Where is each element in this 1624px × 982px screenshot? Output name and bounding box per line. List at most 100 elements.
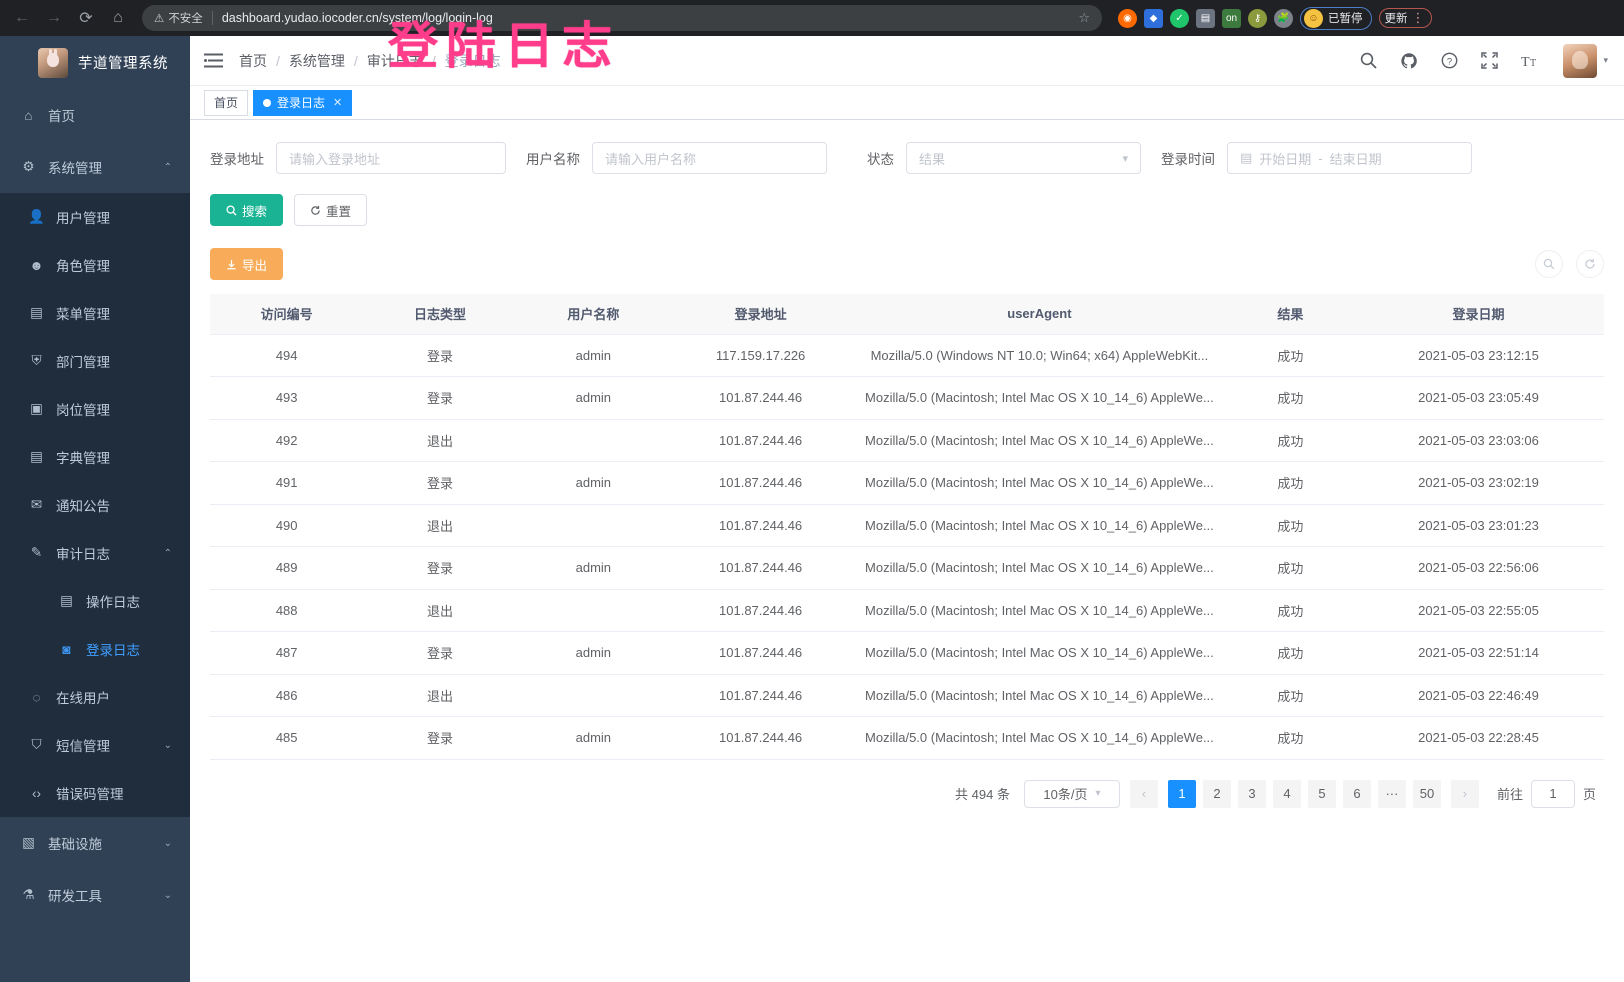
table-row[interactable]: 488 退出 101.87.244.46 Mozilla/5.0 (Macintosh… — [210, 589, 1604, 632]
search-button[interactable]: 搜索 — [210, 194, 284, 226]
paused-status-pill[interactable]: ☺ 已暂停 — [1300, 6, 1372, 30]
github-icon[interactable] — [1400, 52, 1418, 70]
extension-diamond-icon[interactable]: ◆ — [1144, 8, 1163, 28]
kebab-menu-icon[interactable]: ⋮ — [1411, 10, 1426, 25]
breadcrumb-separator: / — [353, 52, 358, 69]
extension-onetab-icon[interactable]: on — [1222, 8, 1241, 28]
row-type: 退出 — [363, 504, 517, 547]
row-date: 2021-05-03 23:02:19 — [1353, 461, 1604, 505]
fullscreen-icon[interactable] — [1481, 52, 1499, 69]
next-page-button[interactable]: › — [1450, 779, 1479, 808]
table-row[interactable]: 492 退出 101.87.244.46 Mozilla/5.0 (Macintosh… — [210, 419, 1604, 462]
sidebar-item-3[interactable]: ☻ 角色管理 — [0, 241, 190, 289]
table-row[interactable]: 485 登录 admin 101.87.244.46 Mozilla/5.0 (Maci… — [210, 716, 1604, 760]
sidebar-item-9[interactable]: ✎ 审计日志 ⌃ — [0, 529, 190, 577]
extensions-puzzle-icon[interactable]: 🧩 — [1274, 8, 1293, 28]
address-bar[interactable]: ⚠ 不安全 dashboard.yudao.iocoder.cn/system/… — [142, 5, 1102, 31]
update-button[interactable]: 更新 ⋮ — [1378, 8, 1432, 28]
sidebar-item-14[interactable]: ‹› 错误码管理 — [0, 769, 190, 817]
forward-arrow-icon[interactable]: → — [46, 9, 62, 26]
home-icon[interactable]: ⌂ — [113, 9, 123, 26]
extension-green-check-icon[interactable]: ✓ — [1170, 8, 1189, 28]
table-row[interactable]: 491 登录 admin 101.87.244.46 Mozilla/5.0 (Maci… — [210, 461, 1604, 505]
reload-icon[interactable]: ⟳ — [79, 10, 93, 27]
breadcrumb-item-1[interactable]: 系统管理 — [288, 52, 345, 69]
prev-page-button[interactable]: ‹ — [1129, 779, 1158, 808]
row-ip: 101.87.244.46 — [669, 376, 852, 420]
sidebar-item-label: 研发工具 — [48, 889, 102, 904]
field-label: 用户名称 — [526, 152, 580, 167]
breadcrumb-item-0[interactable]: 首页 — [239, 52, 267, 69]
row-result: 成功 — [1227, 376, 1354, 420]
close-icon[interactable]: ✕ — [333, 97, 343, 109]
row-date: 2021-05-03 23:01:23 — [1353, 504, 1604, 547]
table-row[interactable]: 494 登录 admin 117.159.17.226 Mozilla/5.0 (Win… — [210, 334, 1604, 377]
avatar — [1563, 43, 1598, 78]
sidebar-item-label: 审计日志 — [56, 547, 110, 562]
sidebar-item-6[interactable]: ▣ 岗位管理 — [0, 385, 190, 433]
table-toolbar: 导出 — [190, 226, 1624, 280]
sidebar-item-12[interactable]: ◌ 在线用户 — [0, 673, 190, 721]
tag-item-0[interactable]: 首页 — [204, 89, 249, 116]
jump-suffix: 页 — [1582, 787, 1596, 802]
extension-key-icon[interactable]: ⚷ — [1248, 8, 1267, 28]
sidebar-item-5[interactable]: ⛨ 部门管理 — [0, 337, 190, 385]
page-button-5[interactable]: 5 — [1307, 779, 1336, 808]
refresh-table-icon[interactable] — [1576, 250, 1604, 278]
sidebar-item-8[interactable]: ✉ 通知公告 — [0, 481, 190, 529]
page-button-1[interactable]: 1 — [1167, 779, 1196, 808]
status-select[interactable]: 结果 ▾ — [906, 142, 1141, 174]
reset-button[interactable]: 重置 — [294, 194, 368, 226]
search-input[interactable]: 请输入登录地址 — [276, 142, 506, 174]
page-ellipsis[interactable]: ··· — [1377, 779, 1406, 808]
bookmark-star-icon[interactable]: ☆ — [1078, 10, 1090, 25]
page-button-2[interactable]: 2 — [1202, 779, 1231, 808]
sidebar-item-10[interactable]: ▤ 操作日志 — [0, 577, 190, 625]
sidebar: 芋道管理系统 ⌂ 首页 ⚙ 系统管理 ⌃ 👤 用户管理 ☻ 角色管理 ▤ 菜单管理 ⛨ 部门管理 ▣ 岗位管… — [0, 36, 190, 982]
jump-input[interactable]: 1 — [1530, 779, 1575, 808]
user-menu[interactable]: ▾ — [1563, 43, 1608, 78]
back-arrow-icon[interactable]: ← — [14, 9, 30, 26]
calendar-icon: ▤ — [1240, 150, 1253, 165]
table-row[interactable]: 493 登录 admin 101.87.244.46 Mozilla/5.0 (Maci… — [210, 376, 1604, 420]
date-separator: - — [1318, 150, 1323, 166]
sidebar-item-7[interactable]: ▤ 字典管理 — [0, 433, 190, 481]
page-jump: 前往 1 页 — [1497, 779, 1596, 808]
download-icon — [227, 259, 236, 269]
sidebar-item-13[interactable]: ⛉ 短信管理 ⌄ — [0, 721, 190, 769]
login-log-icon: ◙ — [62, 641, 71, 657]
page-button-6[interactable]: 6 — [1342, 779, 1371, 808]
sidebar-item-15[interactable]: ▧ 基础设施 ⌄ — [0, 817, 190, 869]
security-indicator[interactable]: ⚠ 不安全 — [154, 10, 203, 26]
date-range-picker[interactable]: ▤ 开始日期 - 结束日期 — [1227, 142, 1472, 174]
sidebar-logo[interactable]: 芋道管理系统 — [0, 36, 190, 89]
table-row[interactable]: 486 退出 101.87.244.46 Mozilla/5.0 (Macintosh… — [210, 674, 1604, 717]
sidebar-item-16[interactable]: ⚗ 研发工具 ⌄ — [0, 869, 190, 921]
breadcrumb-item-2[interactable]: 审计日志 — [366, 52, 423, 69]
sidebar-item-0[interactable]: ⌂ 首页 — [0, 89, 190, 141]
sidebar-item-2[interactable]: 👤 用户管理 — [0, 193, 190, 241]
page-size-select[interactable]: 10条/页 ▾ — [1023, 779, 1120, 808]
username-input[interactable]: 请输入用户名称 — [592, 142, 827, 174]
help-icon[interactable]: ? — [1441, 52, 1458, 69]
extension-orange-icon[interactable]: ◉ — [1118, 8, 1137, 28]
row-date: 2021-05-03 23:03:06 — [1353, 419, 1604, 462]
export-button[interactable]: 导出 — [210, 248, 284, 280]
search-toggle-icon[interactable] — [1535, 250, 1563, 278]
sidebar-item-11[interactable]: ◙ 登录日志 — [0, 625, 190, 673]
page-button-4[interactable]: 4 — [1272, 779, 1301, 808]
extension-translate-icon[interactable]: ▤ — [1196, 8, 1215, 28]
hamburger-icon[interactable] — [204, 53, 223, 68]
page-button-50[interactable]: 50 — [1412, 779, 1441, 808]
tag-item-1[interactable]: 登录日志 ✕ — [253, 89, 353, 116]
table-row[interactable]: 489 登录 admin 101.87.244.46 Mozilla/5.0 (Maci… — [210, 546, 1604, 590]
table-row[interactable]: 490 退出 101.87.244.46 Mozilla/5.0 (Macintosh… — [210, 504, 1604, 547]
sidebar-item-4[interactable]: ▤ 菜单管理 — [0, 289, 190, 337]
row-result: 成功 — [1227, 631, 1354, 675]
search-icon[interactable] — [1360, 52, 1378, 69]
tree-icon: ⛨ — [31, 353, 42, 368]
page-button-3[interactable]: 3 — [1237, 779, 1266, 808]
sidebar-item-1[interactable]: ⚙ 系统管理 ⌃ — [0, 141, 190, 193]
table-row[interactable]: 487 登录 admin 101.87.244.46 Mozilla/5.0 (Maci… — [210, 631, 1604, 675]
